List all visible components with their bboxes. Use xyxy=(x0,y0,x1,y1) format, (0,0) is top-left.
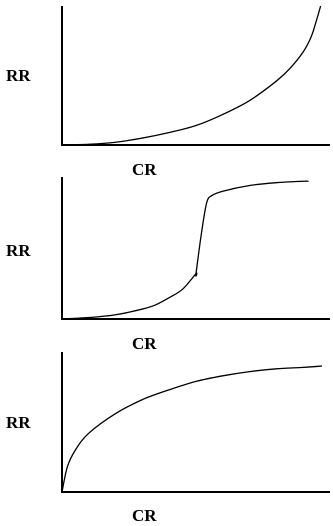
chart-1-axes xyxy=(61,6,330,146)
chart-panel-1: RR CR xyxy=(6,5,330,179)
chart-2-curve xyxy=(61,180,309,320)
chart-1-xlabel: CR xyxy=(132,160,157,179)
chart-1-curve xyxy=(61,5,322,146)
chart-panel-2: RR CR xyxy=(6,177,330,353)
chart-3-curve xyxy=(61,365,323,493)
chart-2-axes xyxy=(61,177,330,320)
chart-2-ylabel: RR xyxy=(6,241,31,260)
chart-1-ylabel: RR xyxy=(6,66,31,85)
chart-2-xlabel: CR xyxy=(132,334,157,353)
chart-panel-3: RR CR xyxy=(6,352,330,525)
chart-3-xlabel: CR xyxy=(132,506,157,525)
chart-3-ylabel: RR xyxy=(6,413,31,432)
